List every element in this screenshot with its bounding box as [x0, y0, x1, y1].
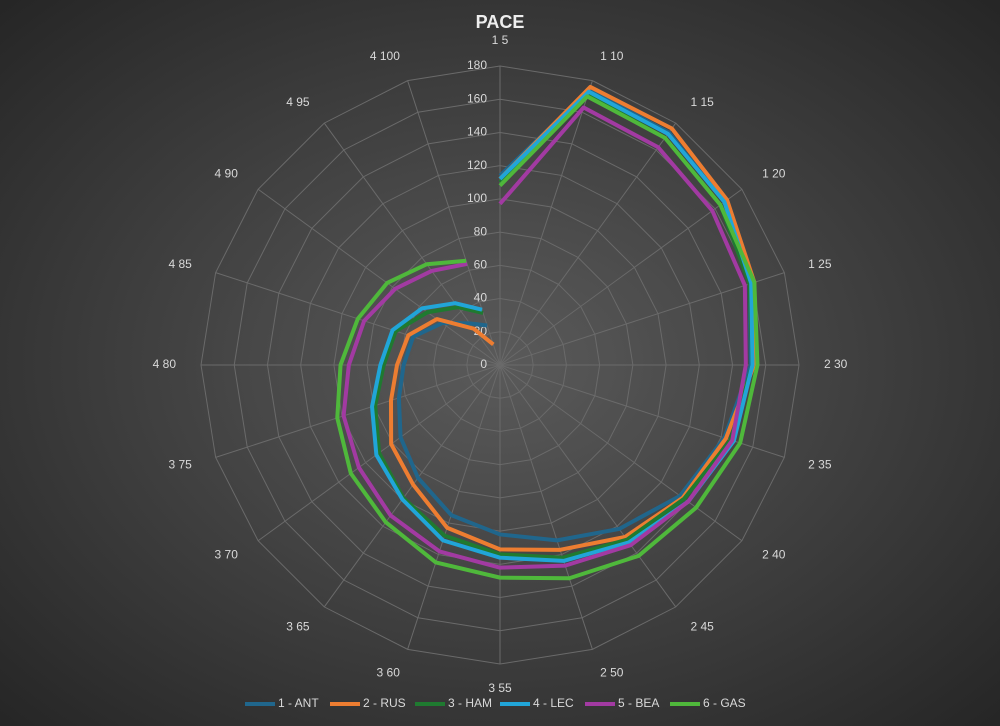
series-line	[370, 89, 755, 563]
category-label: 2 45	[690, 619, 714, 633]
legend-label: 4 - LEC	[533, 696, 574, 710]
series-line	[388, 84, 757, 552]
r-tick-label: 180	[467, 58, 487, 72]
r-tick-label: 0	[480, 357, 487, 371]
category-label: 4 85	[168, 257, 192, 271]
category-label: 1 10	[600, 49, 624, 63]
spoke	[499, 122, 677, 366]
spoke	[499, 80, 593, 366]
category-label: 3 70	[215, 548, 239, 562]
r-tick-label: 80	[474, 224, 488, 238]
spoke	[499, 364, 743, 542]
spoke	[499, 188, 743, 366]
spoke	[215, 364, 501, 458]
chart-title: PACE	[476, 12, 525, 32]
category-label: 3 60	[377, 665, 401, 679]
spoke	[407, 364, 501, 650]
r-tick-label: 60	[474, 258, 488, 272]
category-label: 4 95	[286, 95, 310, 109]
category-label: 2 50	[600, 665, 624, 679]
legend-label: 3 - HAM	[448, 696, 492, 710]
legend-label: 6 - GAS	[703, 696, 746, 710]
category-label: 1 25	[808, 257, 832, 271]
category-label: 4 100	[370, 49, 400, 63]
category-label: 3 55	[488, 681, 512, 695]
spoke	[499, 364, 593, 650]
category-label: 2 40	[762, 548, 786, 562]
spoke	[499, 364, 785, 458]
legend-label: 2 - RUS	[363, 696, 406, 710]
series-line	[335, 94, 760, 581]
r-tick-label: 160	[467, 91, 487, 105]
spoke	[499, 272, 785, 366]
r-tick-label: 100	[467, 191, 487, 205]
spoke	[257, 188, 501, 366]
category-label: 3 65	[286, 619, 310, 633]
legend-label: 1 - ANT	[278, 696, 319, 710]
r-tick-label: 40	[474, 291, 488, 305]
series-line	[341, 105, 748, 570]
category-label: 4 90	[215, 167, 239, 181]
r-tick-label: 120	[467, 158, 487, 172]
category-label: 3 75	[168, 457, 192, 471]
category-label: 1 5	[492, 33, 509, 47]
spoke	[499, 364, 677, 608]
legend-label: 5 - BEA	[618, 696, 659, 710]
r-tick-label: 140	[467, 125, 487, 139]
category-label: 1 15	[690, 95, 714, 109]
category-label: 2 35	[808, 457, 832, 471]
category-label: 1 20	[762, 167, 786, 181]
category-label: 4 80	[153, 357, 177, 371]
spoke	[407, 80, 501, 366]
category-label: 2 30	[824, 357, 848, 371]
